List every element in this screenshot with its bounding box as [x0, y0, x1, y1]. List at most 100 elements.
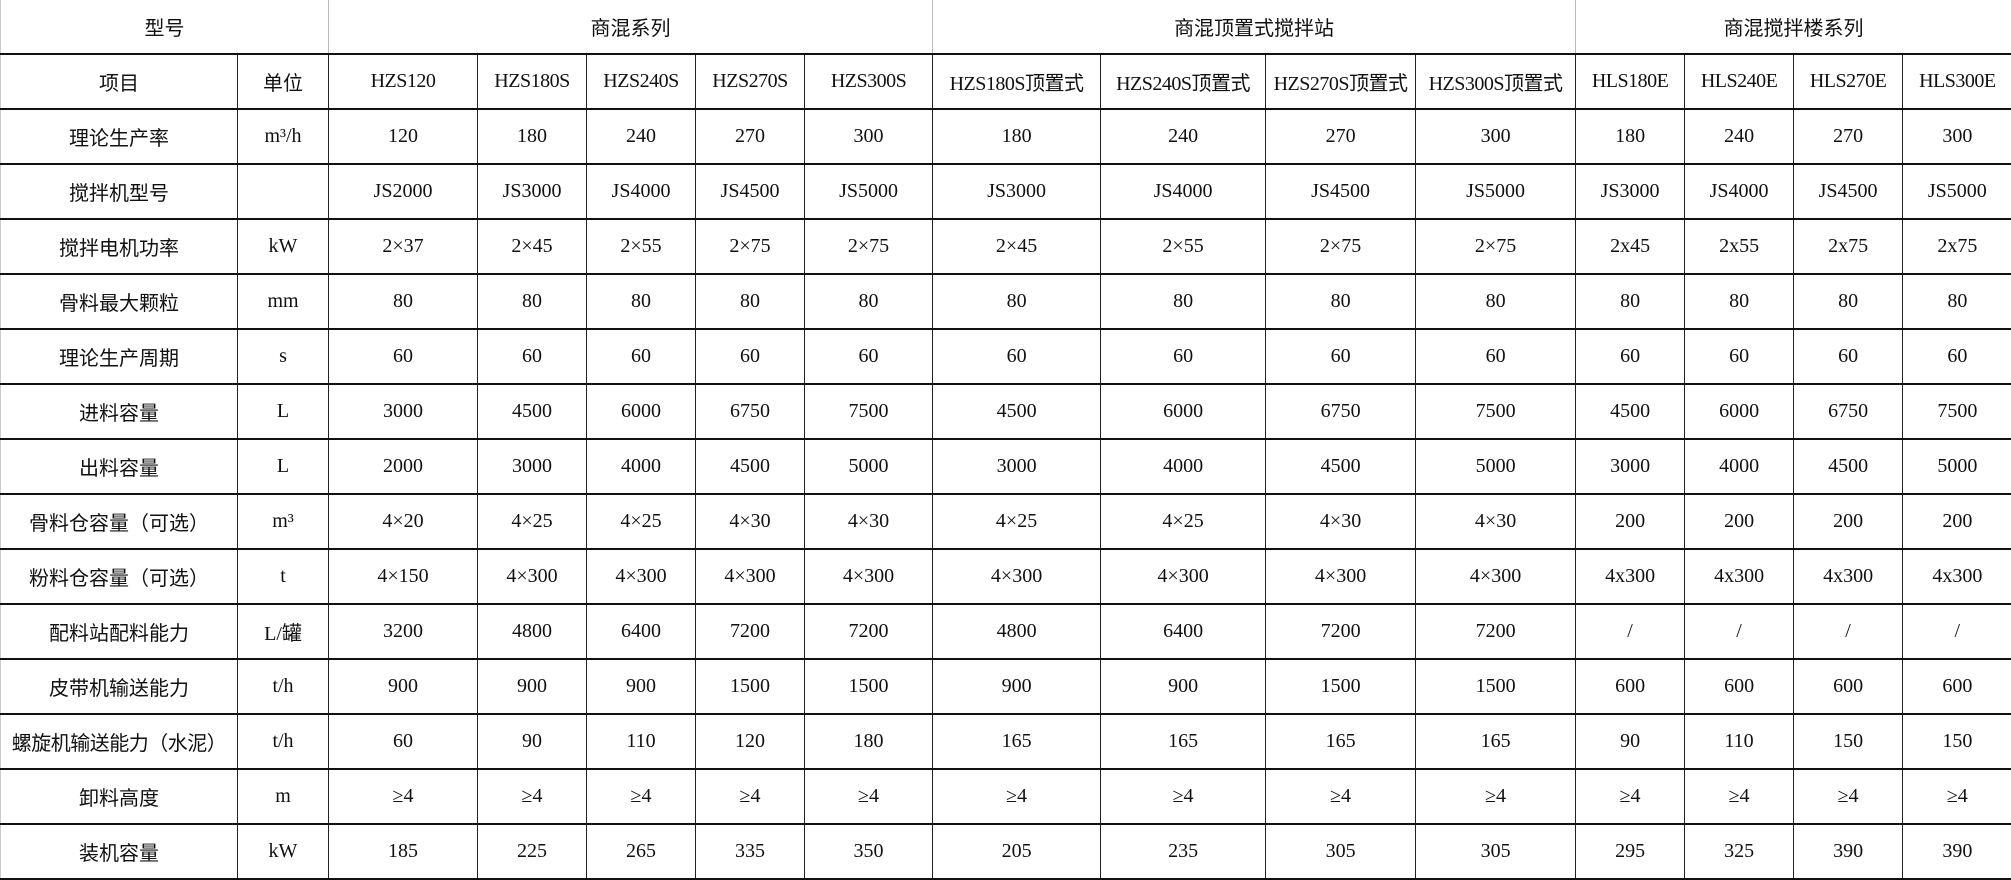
- value-cell: 80: [932, 273, 1102, 330]
- value-cell: 80: [1575, 273, 1686, 330]
- value-cell: 165: [1265, 713, 1417, 770]
- value-cell: 4000: [1684, 438, 1795, 495]
- value-cell: 2×37: [328, 218, 478, 275]
- value-cell: 6750: [1793, 383, 1904, 440]
- value-cell: ≥4: [477, 768, 587, 825]
- value-cell: 350: [803, 823, 934, 880]
- value-cell: 80: [695, 273, 805, 330]
- value-cell: 4500: [695, 438, 805, 495]
- group-header-cell: 商混搅拌楼系列: [1575, 0, 2011, 55]
- value-cell: 165: [1415, 713, 1577, 770]
- table-row: 进料容量 L 3000 4500 6000 6750 7500 4500 6000 6750 750…: [0, 383, 2011, 440]
- item-cell: 配料站配料能力: [0, 603, 238, 660]
- value-cell: 2000: [328, 438, 478, 495]
- value-cell: 110: [1684, 713, 1795, 770]
- item-cell: 理论生产率: [0, 108, 238, 165]
- value-cell: JS4000: [586, 163, 696, 220]
- value-cell: JS2000: [328, 163, 478, 220]
- table-row: 装机容量 kW 185 225 265 335 350 205 235 305 305 295 325 3…: [0, 823, 2011, 880]
- unit-cell: L: [237, 438, 329, 495]
- unit-cell: t/h: [237, 713, 329, 770]
- value-cell: 3000: [328, 383, 478, 440]
- table-row: 粉料仓容量（可选） t 4×150 4×300 4×300 4×300 4×300 4×300…: [0, 548, 2011, 605]
- value-cell: 2x45: [1575, 218, 1686, 275]
- value-cell: 4×30: [803, 493, 934, 550]
- value-cell: 200: [1575, 493, 1686, 550]
- value-cell: 305: [1415, 823, 1577, 880]
- value-cell: 110: [586, 713, 696, 770]
- value-cell: 900: [477, 658, 587, 715]
- value-cell: 5000: [803, 438, 934, 495]
- value-cell: ≥4: [932, 768, 1102, 825]
- value-cell: 4×300: [803, 548, 934, 605]
- value-cell: 4×300: [1415, 548, 1577, 605]
- table-row: 卸料高度 m ≥4 ≥4 ≥4 ≥4 ≥4 ≥4 ≥4 ≥4 ≥4 ≥4 ≥4 ≥4 ≥4: [0, 768, 2011, 825]
- value-cell: 4×300: [477, 548, 587, 605]
- value-cell: 325: [1684, 823, 1795, 880]
- value-cell: 60: [1902, 328, 2011, 385]
- value-cell: 4×300: [932, 548, 1102, 605]
- value-cell: 120: [695, 713, 805, 770]
- value-cell: 80: [1684, 273, 1795, 330]
- value-cell: 900: [586, 658, 696, 715]
- value-cell: 600: [1902, 658, 2011, 715]
- value-cell: 6400: [586, 603, 696, 660]
- value-cell: 90: [1575, 713, 1686, 770]
- unit-cell: s: [237, 328, 329, 385]
- model-header-cell: HZS180S: [477, 53, 587, 110]
- value-cell: 165: [932, 713, 1102, 770]
- table-row: 螺旋机输送能力（水泥） t/h 60 90 110 120 180 165 165 165 165 9…: [0, 713, 2011, 770]
- value-cell: 80: [1793, 273, 1904, 330]
- table-row: 理论生产率 m³/h 120 180 240 270 300 180 240 270 300 180 2…: [0, 108, 2011, 165]
- value-cell: 180: [932, 108, 1102, 165]
- table-row: 骨料仓容量（可选） m³ 4×20 4×25 4×25 4×30 4×30 4×25 4×25 4…: [0, 493, 2011, 550]
- value-cell: 200: [1793, 493, 1904, 550]
- unit-cell: m: [237, 768, 329, 825]
- value-cell: 150: [1902, 713, 2011, 770]
- value-cell: ≥4: [1415, 768, 1577, 825]
- value-cell: 4×30: [1415, 493, 1577, 550]
- unit-cell: m³/h: [237, 108, 329, 165]
- value-cell: 295: [1575, 823, 1686, 880]
- value-cell: 4500: [1793, 438, 1904, 495]
- value-cell: 6750: [695, 383, 805, 440]
- value-cell: JS5000: [1902, 163, 2011, 220]
- value-cell: 120: [328, 108, 478, 165]
- value-cell: 2×45: [932, 218, 1102, 275]
- table-row: 出料容量 L 2000 3000 4000 4500 5000 3000 4000 4500 500…: [0, 438, 2011, 495]
- value-cell: 7200: [803, 603, 934, 660]
- value-cell: 2x55: [1684, 218, 1795, 275]
- value-cell: 180: [803, 713, 934, 770]
- value-cell: 4x300: [1793, 548, 1904, 605]
- value-cell: 300: [1415, 108, 1577, 165]
- value-cell: 2×75: [1415, 218, 1577, 275]
- item-cell: 骨料最大颗粒: [0, 273, 238, 330]
- value-cell: 60: [477, 328, 587, 385]
- value-cell: ≥4: [1265, 768, 1417, 825]
- value-cell: 240: [1100, 108, 1267, 165]
- value-cell: 240: [586, 108, 696, 165]
- value-cell: 5000: [1902, 438, 2011, 495]
- value-cell: 6750: [1265, 383, 1417, 440]
- item-cell: 骨料仓容量（可选）: [0, 493, 238, 550]
- value-cell: 4x300: [1575, 548, 1686, 605]
- unit-cell: [237, 163, 329, 220]
- value-cell: 1500: [1415, 658, 1577, 715]
- value-cell: 4×150: [328, 548, 478, 605]
- value-cell: 4500: [1265, 438, 1417, 495]
- value-cell: 80: [803, 273, 934, 330]
- table-row: 骨料最大颗粒 mm 80 80 80 80 80 80 80 80 80 80 80 80 80: [0, 273, 2011, 330]
- value-cell: 4x300: [1902, 548, 2011, 605]
- model-header-cell: HZS180S顶置式: [932, 53, 1102, 110]
- value-cell: 4×25: [1100, 493, 1267, 550]
- value-cell: 900: [1100, 658, 1267, 715]
- value-cell: 6000: [1684, 383, 1795, 440]
- value-cell: 600: [1684, 658, 1795, 715]
- value-cell: 2x75: [1793, 218, 1904, 275]
- value-cell: 1500: [695, 658, 805, 715]
- value-cell: 4×20: [328, 493, 478, 550]
- value-cell: 7500: [1415, 383, 1577, 440]
- value-cell: 270: [695, 108, 805, 165]
- value-cell: 7500: [803, 383, 934, 440]
- value-cell: 6000: [586, 383, 696, 440]
